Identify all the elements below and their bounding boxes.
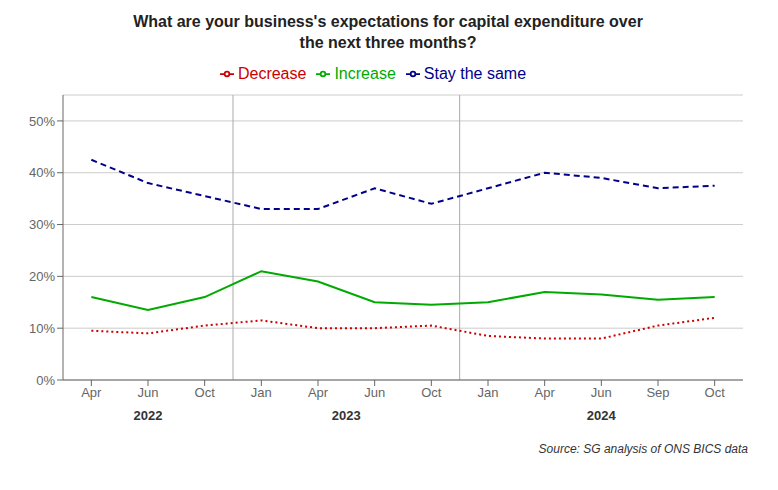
svg-text:Apr: Apr xyxy=(81,385,102,400)
svg-text:Sep: Sep xyxy=(646,385,669,400)
html-text:What are your business's expec: What are your business's expectations fo… xyxy=(133,13,643,51)
svg-text:Jun: Jun xyxy=(364,385,385,400)
svg-text:Apr: Apr xyxy=(535,385,556,400)
svg-text:2024: 2024 xyxy=(587,408,617,423)
svg-text:Apr: Apr xyxy=(308,385,329,400)
html-text:Source: SG analysis of ONS BIC: Source: SG analysis of ONS BICS data xyxy=(538,441,748,456)
svg-text:2023: 2023 xyxy=(332,408,361,423)
html-text:Stay the same: Stay the same xyxy=(423,64,527,82)
svg-text:Oct: Oct xyxy=(195,385,216,400)
svg-text:Jun: Jun xyxy=(591,385,612,400)
svg-text:Jan: Jan xyxy=(478,385,499,400)
html-text:Decrease: Decrease xyxy=(237,64,307,82)
svg-text:Oct: Oct xyxy=(421,385,442,400)
svg-text:0%: 0% xyxy=(36,372,55,387)
svg-text:Oct: Oct xyxy=(705,385,726,400)
html-text:Increase: Increase xyxy=(334,64,396,82)
svg-text:30%: 30% xyxy=(29,217,55,232)
svg-text:40%: 40% xyxy=(29,165,55,180)
svg-text:50%: 50% xyxy=(29,113,55,128)
svg-text:Jun: Jun xyxy=(138,385,159,400)
svg-text:10%: 10% xyxy=(29,320,55,335)
svg-text:2022: 2022 xyxy=(134,408,163,423)
svg-text:Jan: Jan xyxy=(251,385,272,400)
svg-text:20%: 20% xyxy=(29,269,55,284)
